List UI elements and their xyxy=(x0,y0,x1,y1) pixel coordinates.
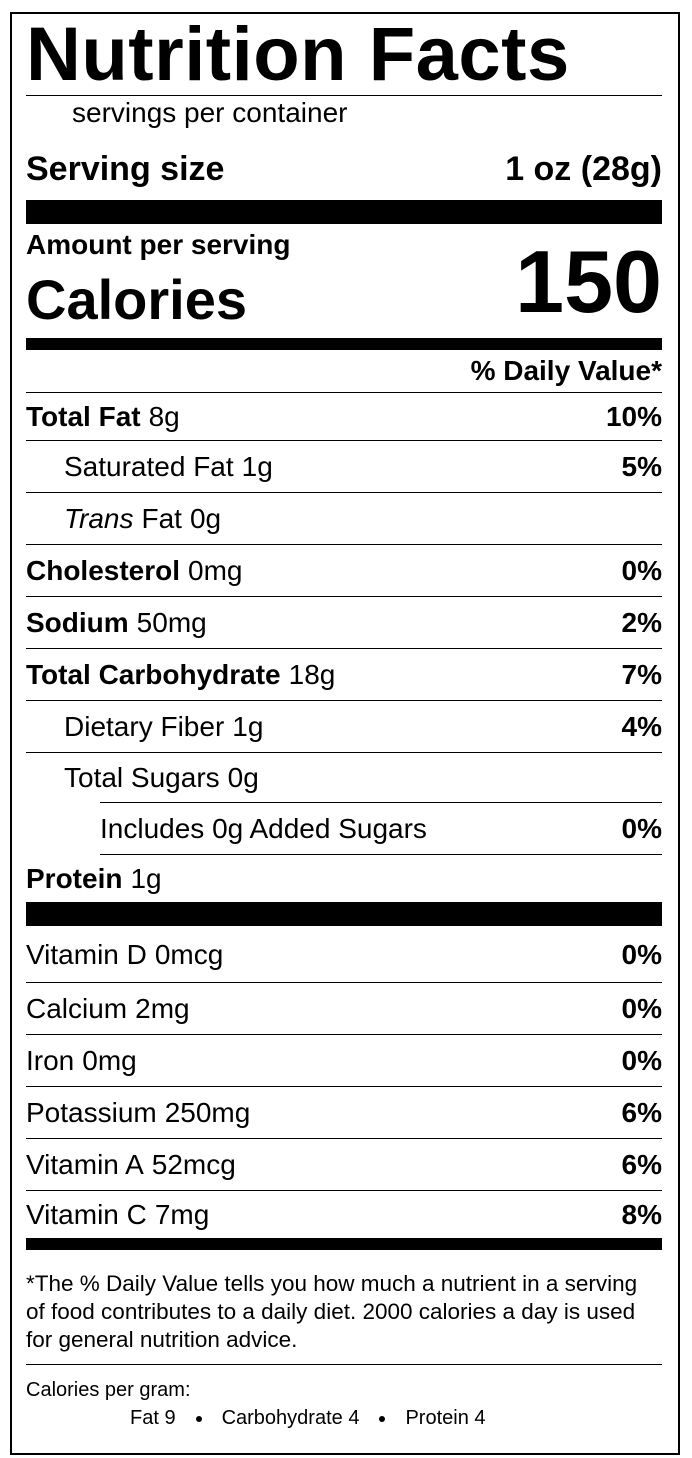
thick-bar xyxy=(26,902,662,926)
nutrient-row: Includes 0g Added Sugars 0% xyxy=(100,802,662,855)
medium-bar xyxy=(26,338,662,350)
serving-size-label: Serving size xyxy=(26,149,225,188)
dv-header: % Daily Value* xyxy=(470,355,662,386)
vitamin-dv: 0% xyxy=(621,992,662,1024)
nutrient-name: Cholesterol xyxy=(26,554,181,586)
nutrient-amount: 50mg xyxy=(136,606,207,638)
bullet xyxy=(195,1415,202,1422)
nutrient-name: Saturated Fat xyxy=(64,450,234,482)
nutrient-name-italic: Trans xyxy=(64,502,134,534)
nutrient-name: Fat xyxy=(141,502,182,534)
bullet xyxy=(379,1415,386,1422)
vitamin-row: Potassium 250mg 6% xyxy=(26,1087,662,1139)
medium-bar xyxy=(26,1238,662,1250)
vitamin-amount: 2mg xyxy=(135,992,190,1024)
vitamin-row: Iron 0mg 0% xyxy=(26,1035,662,1087)
footnote: *The % Daily Value tells you how much a … xyxy=(26,1271,638,1352)
nutrient-dv: 2% xyxy=(621,606,662,638)
servings: servings per container xyxy=(72,97,348,128)
nutrient-name: Protein xyxy=(26,863,123,894)
vitamin-label: Calcium 2mg xyxy=(26,993,190,1025)
nutrient-row: Total Fat 8g 10% xyxy=(26,393,662,441)
nutrient-row: Total Sugars 0g xyxy=(26,753,662,802)
nutrient-amount: 0g xyxy=(189,502,222,534)
nutrient-dv: 0% xyxy=(621,812,662,844)
nutrient-name: Total Sugars xyxy=(64,761,220,793)
cpg-item: Protein 4 xyxy=(405,1407,486,1429)
calories-value: 150 xyxy=(515,232,662,331)
vitamin-row: Vitamin A 52mcg 6% xyxy=(26,1139,662,1191)
nutrient-amount: 8g xyxy=(148,400,180,432)
calories-per-gram-label: Calories per gram: xyxy=(26,1379,191,1401)
nutrient-row: Sodium 50mg 2% xyxy=(26,597,662,649)
nutrient-row: Dietary Fiber 1g 4% xyxy=(26,701,662,753)
vitamin-amount: 0mg xyxy=(82,1044,137,1076)
nutrient-row: Total Carbohydrate 18g 7% xyxy=(26,649,662,701)
vitamin-amount: 0mcg xyxy=(154,938,224,970)
nutrient-amount: 1g xyxy=(130,863,162,894)
vitamin-amount: 52mcg xyxy=(151,1148,236,1180)
nutrient-row: Saturated Fat 1g 5% xyxy=(26,441,662,493)
cpg-item: Fat 9 xyxy=(130,1407,176,1429)
vitamin-amount: 7mg xyxy=(154,1198,210,1230)
nutrient-name: Sodium xyxy=(26,606,129,638)
nutrient-name: Total Carbohydrate xyxy=(26,658,281,690)
nutrient-amount: 18g xyxy=(288,658,336,690)
vitamin-row: Vitamin D 0mcg 0% xyxy=(26,927,662,983)
nutrient-row: Trans Fat 0g xyxy=(26,493,662,545)
vitamin-name: Vitamin C xyxy=(26,1198,147,1230)
calories-per-gram: Fat 9 Carbohydrate 4 Protein 4 xyxy=(130,1406,486,1430)
nutrient-row: Protein 1g xyxy=(26,855,662,903)
calories-label: Calories xyxy=(26,268,247,331)
nutrient-dv: 5% xyxy=(621,450,662,482)
vitamin-label: Iron 0mg xyxy=(26,1045,137,1077)
nutrient-row: Cholesterol 0mg 0% xyxy=(26,545,662,597)
vitamin-name: Potassium xyxy=(26,1096,157,1128)
serving-size-value: 1 oz (28g) xyxy=(505,149,662,188)
cpg-item: Carbohydrate 4 xyxy=(221,1407,360,1429)
vitamin-name: Vitamin D xyxy=(26,938,147,970)
nutrient-amount: 0mg xyxy=(188,554,243,586)
nutrient-amount: 0g xyxy=(227,761,259,793)
vitamin-dv: 6% xyxy=(621,1096,662,1128)
nutrient-amount: 1g xyxy=(241,450,273,482)
nutrient-dv: 0% xyxy=(621,554,662,586)
vitamin-label: Vitamin D 0mcg xyxy=(26,939,223,971)
vitamin-name: Iron xyxy=(26,1044,75,1076)
vitamin-name: Calcium xyxy=(26,992,128,1024)
serving-size-row: Serving size 1 oz (28g) xyxy=(26,146,662,192)
nutrient-dv: 7% xyxy=(621,658,662,690)
vitamin-dv: 6% xyxy=(621,1148,662,1180)
vitamin-dv: 0% xyxy=(621,1044,662,1076)
vitamin-amount: 250mg xyxy=(164,1096,251,1128)
nutrient-name: Dietary Fiber xyxy=(64,710,225,742)
nutrient-name: Total Fat xyxy=(26,400,141,432)
rule xyxy=(26,95,662,96)
title: Nutrition Facts xyxy=(26,12,570,97)
vitamin-row: Vitamin C 7mg 8% xyxy=(26,1191,662,1238)
vitamin-dv: 0% xyxy=(621,938,662,970)
nutrient-name: Includes 0g Added Sugars xyxy=(100,812,427,844)
amount-per-serving: Amount per serving xyxy=(26,229,291,260)
vitamin-label: Vitamin A 52mcg xyxy=(26,1149,236,1181)
vitamin-label: Vitamin C 7mg xyxy=(26,1199,209,1231)
dv-header-row: % Daily Value* xyxy=(26,350,662,393)
thick-bar xyxy=(26,200,662,224)
vitamin-label: Potassium 250mg xyxy=(26,1097,250,1129)
nutrient-amount: 1g xyxy=(232,710,264,742)
nutrient-dv: 4% xyxy=(621,710,662,742)
vitamin-row: Calcium 2mg 0% xyxy=(26,983,662,1035)
vitamin-name: Vitamin A xyxy=(26,1148,144,1180)
nutrient-dv: 10% xyxy=(605,400,662,432)
rule xyxy=(26,1364,662,1365)
label-frame xyxy=(10,12,680,1455)
vitamin-dv: 8% xyxy=(621,1198,662,1230)
